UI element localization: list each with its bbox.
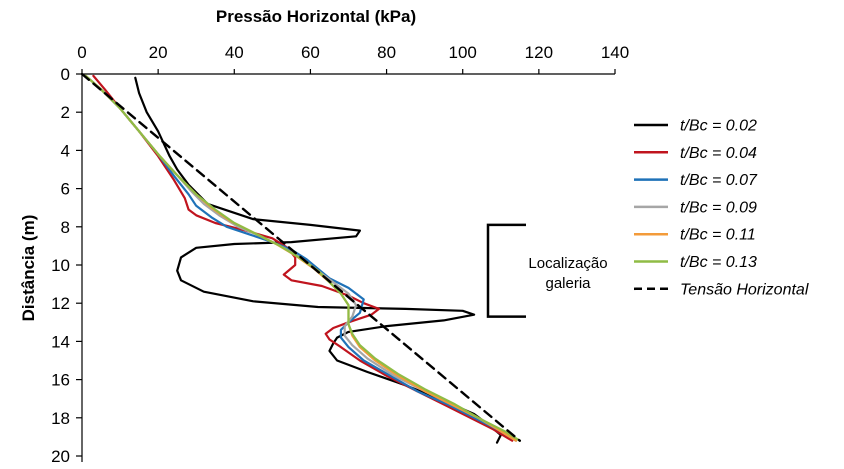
gallery-bracket — [486, 223, 526, 318]
x-tick-label: 0 — [77, 43, 86, 62]
y-ticks: 0 2 4 6 8 10 12 14 16 18 20 — [51, 65, 82, 466]
y-tick-label: 18 — [51, 409, 70, 428]
x-tick-label: 100 — [449, 43, 477, 62]
legend-label-1: t/Bc = 0.04 — [680, 145, 757, 162]
axes — [81, 73, 615, 462]
legend: t/Bc = 0.02 t/Bc = 0.04 t/Bc = 0.07 t/Bc = … — [634, 118, 809, 298]
legend-label-3: t/Bc = 0.09 — [680, 199, 757, 216]
y-tick-label: 8 — [61, 218, 70, 237]
x-tick-label: 40 — [225, 43, 244, 62]
x-tick-label: 80 — [377, 43, 396, 62]
legend-label-5: t/Bc = 0.13 — [680, 254, 757, 271]
y-tick-label: 12 — [51, 294, 70, 313]
legend-label-6: Tensão Horizontal — [680, 281, 809, 298]
y-tick-label: 14 — [51, 332, 70, 351]
gallery-label-line-2: galeria — [545, 275, 591, 292]
series-line-6 — [80, 72, 521, 442]
series-line-2 — [84, 74, 518, 442]
y-tick-label: 2 — [61, 103, 70, 122]
y-tick-label: 20 — [51, 447, 70, 466]
y-tick-label: 0 — [61, 65, 70, 84]
y-tick-label: 6 — [61, 180, 70, 199]
y-tick-label: 10 — [51, 256, 70, 275]
gallery-annotation: Localização galeria — [486, 223, 608, 318]
legend-label-2: t/Bc = 0.07 — [680, 172, 758, 189]
series-layer — [80, 72, 521, 444]
series-line-1 — [92, 74, 514, 442]
y-axis-title: Distância (m) — [19, 215, 38, 322]
legend-label-0: t/Bc = 0.02 — [680, 118, 757, 135]
x-axis-title: Pressão Horizontal (kPa) — [216, 7, 416, 26]
x-tick-label: 20 — [149, 43, 168, 62]
gallery-label-line-1: Localização — [528, 255, 607, 272]
x-tick-label: 140 — [601, 43, 629, 62]
legend-label-4: t/Bc = 0.11 — [680, 227, 756, 244]
x-ticks: 0 20 40 60 80 100 120 140 — [77, 43, 629, 74]
series-line-0 — [134, 76, 502, 444]
x-tick-label: 60 — [301, 43, 320, 62]
y-tick-label: 16 — [51, 371, 70, 390]
x-tick-label: 120 — [525, 43, 553, 62]
y-tick-label: 4 — [61, 141, 70, 160]
